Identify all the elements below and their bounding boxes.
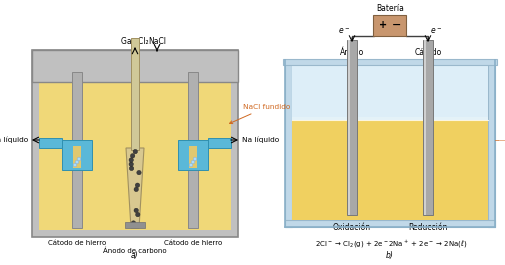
- Bar: [347, 40, 349, 215]
- Bar: [178, 140, 208, 170]
- Circle shape: [193, 157, 196, 161]
- Polygon shape: [126, 148, 144, 228]
- FancyBboxPatch shape: [373, 15, 406, 36]
- Bar: [291, 120, 487, 220]
- Text: NaCl fundido: NaCl fundido: [229, 104, 290, 123]
- Bar: [291, 117, 487, 120]
- Bar: [422, 40, 432, 215]
- Circle shape: [133, 149, 137, 154]
- Bar: [346, 40, 357, 215]
- Text: Na líquido: Na líquido: [241, 137, 279, 143]
- Circle shape: [131, 221, 135, 225]
- Bar: [39, 82, 231, 230]
- Text: Gas Cl₂: Gas Cl₂: [121, 37, 148, 46]
- Text: 2Na$^+$ + 2e$^-$ → 2Na(ℓ): 2Na$^+$ + 2e$^-$ → 2Na(ℓ): [387, 239, 467, 250]
- Bar: [487, 60, 494, 227]
- Text: NaCl: NaCl: [147, 37, 166, 46]
- Bar: [72, 72, 82, 228]
- Circle shape: [129, 158, 133, 162]
- Circle shape: [134, 208, 138, 213]
- Text: Oxidación: Oxidación: [332, 223, 370, 232]
- Text: Cátodo: Cátodo: [414, 48, 441, 57]
- Bar: [32, 50, 237, 82]
- Circle shape: [191, 160, 194, 164]
- Bar: [423, 40, 425, 215]
- Bar: [284, 60, 291, 227]
- Circle shape: [135, 183, 139, 187]
- Circle shape: [130, 154, 135, 158]
- Bar: [125, 222, 145, 228]
- Circle shape: [136, 170, 141, 175]
- Bar: [73, 146, 81, 168]
- Text: $e^-$: $e^-$: [337, 26, 349, 36]
- Bar: [32, 50, 237, 237]
- Text: Reducción: Reducción: [408, 223, 447, 232]
- Circle shape: [77, 157, 81, 161]
- Bar: [39, 138, 62, 148]
- Bar: [188, 72, 197, 228]
- Text: a): a): [131, 251, 138, 260]
- Text: Cátodo de hierro: Cátodo de hierro: [48, 240, 106, 246]
- Circle shape: [129, 162, 133, 166]
- Bar: [284, 220, 494, 227]
- Circle shape: [189, 163, 192, 167]
- Bar: [282, 59, 496, 65]
- Bar: [131, 38, 139, 150]
- Circle shape: [134, 187, 138, 192]
- Text: Na líquido: Na líquido: [0, 137, 28, 143]
- Text: b): b): [385, 251, 393, 260]
- Text: +: +: [378, 20, 386, 30]
- Bar: [291, 60, 487, 120]
- Circle shape: [75, 160, 79, 164]
- Text: Batería: Batería: [375, 4, 403, 13]
- Circle shape: [73, 163, 77, 167]
- Text: —NaCl fundido: —NaCl fundido: [497, 137, 505, 143]
- Text: −: −: [391, 20, 401, 30]
- Bar: [189, 146, 196, 168]
- Text: $e^-$: $e^-$: [429, 26, 441, 36]
- Text: Cátodo de hierro: Cátodo de hierro: [164, 240, 222, 246]
- Circle shape: [135, 213, 140, 217]
- Text: Ánodo de carbono: Ánodo de carbono: [103, 248, 167, 254]
- Bar: [62, 140, 92, 170]
- Text: 2Cl$^-$ → Cl$_2$(g) + 2e$^-$: 2Cl$^-$ → Cl$_2$(g) + 2e$^-$: [315, 239, 388, 249]
- Text: Ánodo: Ánodo: [339, 48, 364, 57]
- Bar: [208, 138, 231, 148]
- Circle shape: [129, 166, 133, 171]
